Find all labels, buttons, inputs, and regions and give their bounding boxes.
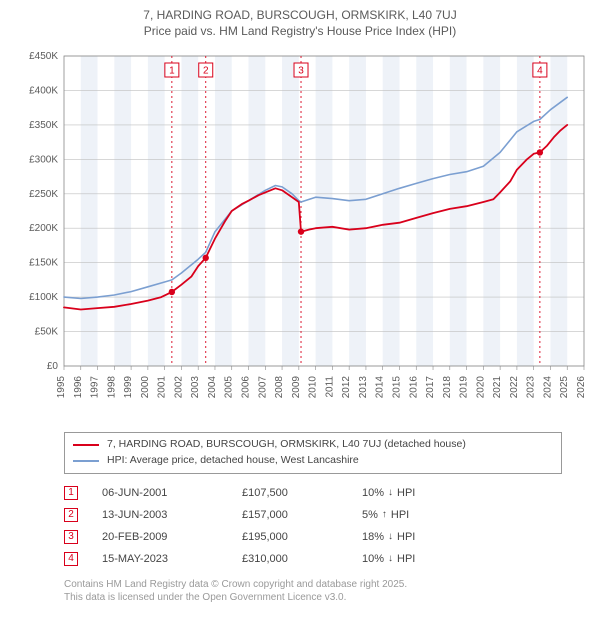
arrow-down-icon: ↓	[388, 531, 393, 542]
sale-price: £195,000	[242, 531, 362, 543]
svg-text:2001: 2001	[157, 376, 168, 399]
sale-date: 20-FEB-2009	[102, 531, 242, 543]
svg-text:2004: 2004	[207, 376, 218, 399]
sale-marker-box: 3	[64, 530, 78, 544]
sale-delta-vs: HPI	[391, 509, 409, 521]
sale-delta-pct: 10%	[362, 487, 384, 499]
sale-delta-pct: 18%	[362, 531, 384, 543]
svg-text:2017: 2017	[425, 376, 436, 399]
sale-price: £157,000	[242, 509, 362, 521]
sale-delta: 18% ↓ HPI	[362, 531, 462, 543]
svg-text:2002: 2002	[173, 376, 184, 399]
legend-label: 7, HARDING ROAD, BURSCOUGH, ORMSKIRK, L4…	[107, 437, 466, 453]
legend-row: 7, HARDING ROAD, BURSCOUGH, ORMSKIRK, L4…	[73, 437, 553, 453]
sale-marker-box: 1	[64, 486, 78, 500]
sale-delta: 10% ↓ HPI	[362, 553, 462, 565]
svg-text:2014: 2014	[375, 376, 386, 399]
svg-text:£100K: £100K	[29, 292, 58, 303]
svg-text:£400K: £400K	[29, 85, 58, 96]
sale-row: 4 15-MAY-2023£310,00010% ↓ HPI	[64, 548, 562, 570]
sale-row: 3 20-FEB-2009£195,00018% ↓ HPI	[64, 526, 562, 548]
legend-row: HPI: Average price, detached house, West…	[73, 453, 553, 469]
svg-text:1999: 1999	[123, 376, 134, 399]
sale-row: 1 06-JUN-2001£107,50010% ↓ HPI	[64, 482, 562, 504]
svg-text:2020: 2020	[475, 376, 486, 399]
svg-text:2026: 2026	[576, 376, 587, 399]
svg-text:£300K: £300K	[29, 154, 58, 165]
sale-delta: 10% ↓ HPI	[362, 487, 462, 499]
svg-text:2016: 2016	[408, 376, 419, 399]
legend-label: HPI: Average price, detached house, West…	[107, 453, 359, 469]
sale-marker-box: 4	[64, 552, 78, 566]
chart-title-line1: 7, HARDING ROAD, BURSCOUGH, ORMSKIRK, L4…	[8, 8, 592, 22]
sale-date: 13-JUN-2003	[102, 509, 242, 521]
svg-text:2011: 2011	[324, 376, 335, 398]
chart-plot-area: £0 £50K £100K £150K £200K £250K £300K £350K £400…	[8, 46, 592, 426]
svg-text:2005: 2005	[224, 376, 235, 399]
sale-date: 15-MAY-2023	[102, 553, 242, 565]
footnote-line1: Contains HM Land Registry data © Crown c…	[64, 578, 562, 591]
arrow-down-icon: ↓	[388, 553, 393, 564]
sale-row: 2 13-JUN-2003£157,0005% ↑ HPI	[64, 504, 562, 526]
svg-text:£200K: £200K	[29, 223, 58, 234]
sale-delta-vs: HPI	[397, 487, 415, 499]
svg-text:2003: 2003	[190, 376, 201, 399]
svg-text:2010: 2010	[308, 376, 319, 399]
sale-delta-vs: HPI	[397, 531, 415, 543]
footnote-line2: This data is licensed under the Open Gov…	[64, 591, 562, 604]
svg-text:2015: 2015	[391, 376, 402, 399]
svg-text:2006: 2006	[241, 376, 252, 399]
legend-swatch	[73, 444, 99, 446]
sale-delta-pct: 5%	[362, 509, 378, 521]
svg-text:2012: 2012	[341, 376, 352, 399]
svg-text:2025: 2025	[559, 376, 570, 399]
svg-text:2018: 2018	[442, 376, 453, 399]
svg-text:2021: 2021	[492, 376, 503, 399]
svg-text:3: 3	[298, 66, 304, 77]
svg-text:2019: 2019	[459, 376, 470, 399]
svg-text:2024: 2024	[542, 376, 553, 399]
sale-delta: 5% ↑ HPI	[362, 509, 462, 521]
svg-text:£150K: £150K	[29, 258, 58, 269]
line-chart-svg: £0 £50K £100K £150K £200K £250K £300K £350K £400…	[8, 46, 592, 426]
arrow-up-icon: ↑	[382, 509, 387, 520]
svg-text:2023: 2023	[526, 376, 537, 399]
svg-text:£250K: £250K	[29, 189, 58, 200]
svg-text:1996: 1996	[73, 376, 84, 399]
svg-text:1: 1	[169, 66, 175, 77]
sales-table: 106-JUN-2001£107,50010%↓HPI213-JUN-2003£…	[64, 482, 562, 570]
svg-text:£450K: £450K	[29, 51, 58, 62]
legend: 7, HARDING ROAD, BURSCOUGH, ORMSKIRK, L4…	[64, 432, 562, 474]
svg-text:4: 4	[537, 66, 543, 77]
svg-text:£50K: £50K	[35, 327, 59, 338]
footnote: Contains HM Land Registry data © Crown c…	[64, 578, 562, 604]
sale-delta-vs: HPI	[397, 553, 415, 565]
svg-text:2022: 2022	[509, 376, 520, 399]
svg-text:2000: 2000	[140, 376, 151, 399]
sale-delta-pct: 10%	[362, 553, 384, 565]
chart-container: { "title_line1": "7, HARDING ROAD, BURSC…	[0, 0, 600, 612]
svg-text:2008: 2008	[274, 376, 285, 399]
svg-text:2009: 2009	[291, 376, 302, 399]
svg-text:2: 2	[203, 66, 209, 77]
sale-marker-box: 2	[64, 508, 78, 522]
sale-date: 06-JUN-2001	[102, 487, 242, 499]
arrow-down-icon: ↓	[388, 487, 393, 498]
legend-swatch	[73, 460, 99, 462]
svg-text:2013: 2013	[358, 376, 369, 399]
svg-text:1997: 1997	[90, 376, 101, 399]
sale-price: £310,000	[242, 553, 362, 565]
sale-price: £107,500	[242, 487, 362, 499]
svg-text:2007: 2007	[257, 376, 268, 399]
svg-text:£0: £0	[47, 361, 59, 372]
chart-title-line2: Price paid vs. HM Land Registry's House …	[8, 24, 592, 38]
svg-text:£350K: £350K	[29, 120, 58, 131]
svg-text:1995: 1995	[56, 376, 67, 399]
svg-text:1998: 1998	[106, 376, 117, 399]
